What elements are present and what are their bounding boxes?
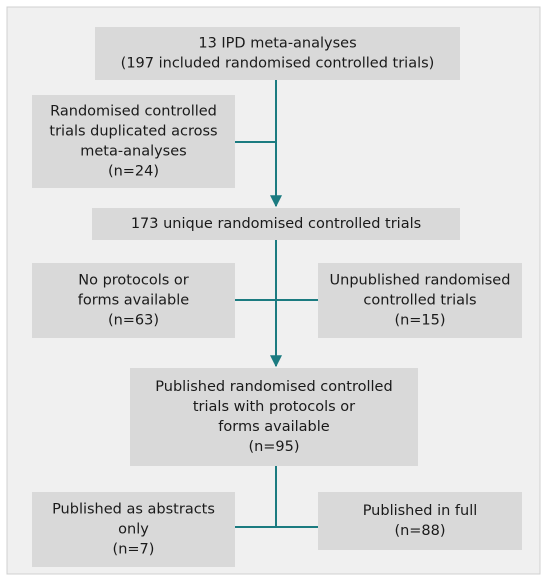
node-text: Randomised controlled: [50, 104, 217, 120]
node-text: (n=7): [113, 542, 155, 558]
node-box: [95, 27, 460, 80]
node-text: trials with protocols or: [193, 399, 355, 415]
node-box: [318, 263, 522, 338]
node-text: No protocols or: [78, 273, 189, 289]
node-text: controlled trials: [363, 293, 476, 309]
node-text: 13 IPD meta-analyses: [198, 36, 356, 52]
node-box: [32, 263, 235, 338]
node-box: [318, 492, 522, 550]
node-box: [130, 368, 418, 466]
node-text: only: [118, 522, 149, 538]
node-text: Published randomised controlled: [155, 379, 392, 395]
node-text: (n=88): [394, 523, 445, 539]
node-text: meta-analyses: [80, 144, 186, 160]
node-text: (n=63): [108, 313, 159, 329]
node-text: forms available: [78, 293, 189, 309]
node-box: [92, 208, 460, 240]
node-text: 173 unique randomised controlled trials: [131, 216, 421, 232]
node-text: forms available: [218, 419, 329, 435]
node-text: trials duplicated across: [49, 124, 217, 140]
node-text: (n=15): [394, 313, 445, 329]
node-box: [32, 95, 235, 188]
node-text: (197 included randomised controlled tria…: [121, 56, 435, 72]
node-text: Published as abstracts: [52, 502, 215, 518]
connectors: [235, 80, 318, 528]
node-text: Unpublished randomised: [330, 273, 511, 289]
node-text: (n=24): [108, 164, 159, 180]
node-text: (n=95): [248, 439, 299, 455]
node-text: Published in full: [363, 503, 478, 519]
node-box: [32, 492, 235, 567]
